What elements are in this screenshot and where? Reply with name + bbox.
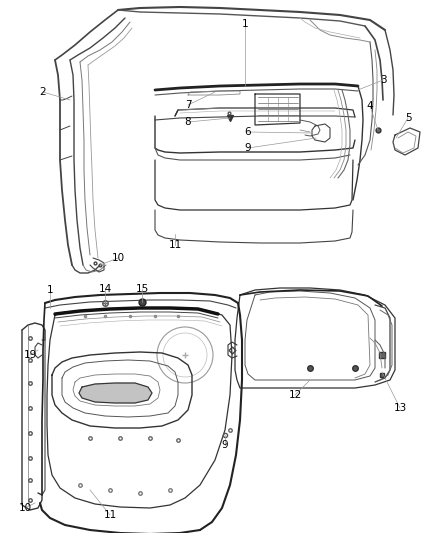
Text: 15: 15 [135,284,148,294]
Text: 4: 4 [367,101,373,111]
Text: 7: 7 [185,100,191,110]
Text: 9: 9 [245,143,251,153]
Text: 8: 8 [185,117,191,127]
Text: 13: 13 [393,403,406,413]
Text: 19: 19 [23,350,37,360]
Text: 5: 5 [405,113,411,123]
Text: 14: 14 [99,284,112,294]
Polygon shape [79,383,152,403]
Text: 1: 1 [242,19,248,29]
Text: 1: 1 [47,285,53,295]
Text: 10: 10 [18,503,32,513]
Text: 11: 11 [103,510,117,520]
Text: 10: 10 [111,253,124,263]
Text: 2: 2 [40,87,46,97]
Text: 3: 3 [380,75,386,85]
Text: 11: 11 [168,240,182,250]
Text: 12: 12 [288,390,302,400]
Text: 6: 6 [245,127,251,137]
Text: 9: 9 [222,440,228,450]
